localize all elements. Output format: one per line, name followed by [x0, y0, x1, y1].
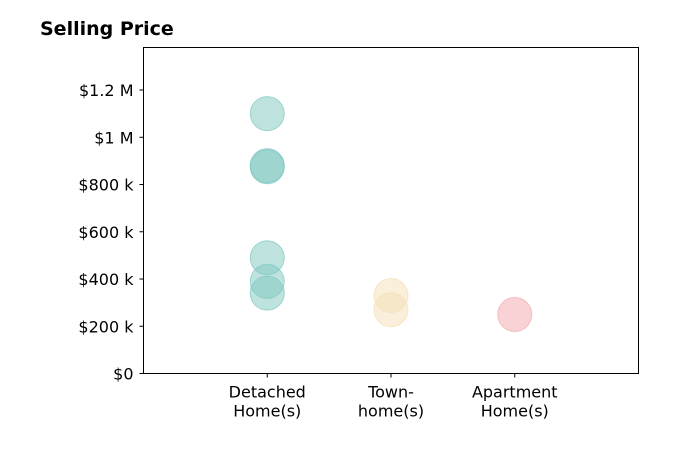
y-tick-label: $1 M — [94, 128, 133, 147]
data-point-apartment — [497, 296, 533, 332]
x-tick-label: Home(s) — [481, 402, 549, 421]
y-tick-label: $1.2 M — [79, 81, 134, 100]
y-tick-label: $800 k — [78, 176, 134, 195]
x-tick-label: Town- — [367, 383, 414, 402]
data-point-detached — [249, 149, 285, 185]
y-axis: $0 $200 k $400 k $600 k $800 k $1 M $1.2 M — [78, 81, 144, 384]
data-point-detached — [249, 275, 285, 311]
data-point-townhome — [373, 292, 409, 328]
x-tick-label: Detached — [229, 383, 306, 402]
x-tick-label: home(s) — [358, 402, 424, 421]
chart-title: Selling Price — [40, 18, 174, 40]
data-points — [249, 96, 533, 332]
y-tick-label: $600 k — [78, 223, 134, 242]
x-axis: DetachedHome(s)Town-home(s)ApartmentHome… — [229, 373, 558, 421]
y-tick-label: $400 k — [78, 270, 134, 289]
x-tick-label: Apartment — [472, 383, 558, 402]
y-tick-label: $0 — [113, 365, 133, 384]
data-point-detached — [249, 96, 285, 132]
y-tick-label: $200 k — [78, 317, 134, 336]
x-tick-label: Home(s) — [233, 402, 301, 421]
